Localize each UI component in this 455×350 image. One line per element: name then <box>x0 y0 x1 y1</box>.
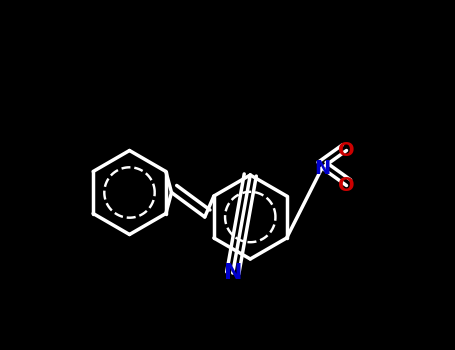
Text: O: O <box>338 176 355 195</box>
Text: N: N <box>223 263 242 283</box>
Text: O: O <box>338 141 355 160</box>
Text: N: N <box>314 159 330 177</box>
